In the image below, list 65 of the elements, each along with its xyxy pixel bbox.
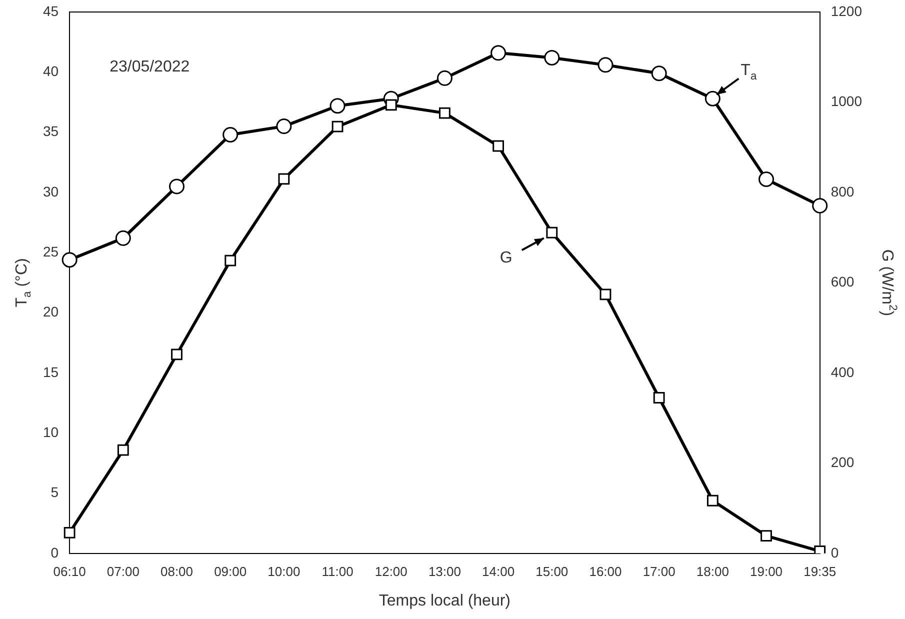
point [439,107,450,119]
point [436,70,452,86]
y-tick-label: 20 [42,304,59,320]
point [169,178,185,194]
point [171,348,182,360]
y-axis-title: Ta (°C) [13,258,34,308]
x-tick-label: 14:00 [482,564,515,579]
y-tick-label: 25 [42,243,59,260]
x-tick-label: 08:00 [160,564,194,579]
point [758,171,774,187]
x-tick-label: 19:00 [750,564,783,579]
point [651,66,667,82]
y2-tick-label: 0 [830,544,839,560]
point [598,57,614,73]
point [224,254,236,266]
point [704,90,720,106]
y2-tick-label: 800 [830,183,854,200]
x-tick-label: 17:00 [642,564,676,579]
x-tick-label: 06:10 [53,564,86,579]
x-tick-label: 07:00 [106,564,140,579]
y2-axis-title: G (W/m2) [878,249,899,316]
x-axis-title: Temps local (heur) [378,592,511,610]
y2-tick-label: 600 [830,274,854,290]
y2-tick-label: 1000 [830,93,862,110]
y-tick-label: 40 [42,63,59,80]
y-tick-label: 15 [42,364,59,380]
point [276,118,292,134]
y-tick-label: 35 [42,123,59,140]
y-tick-label: 10 [42,424,59,440]
x-tick-label: 19:35 [804,564,836,579]
point [760,530,772,542]
y-tick-label: 0 [50,544,59,560]
x-tick-label: 16:00 [589,564,622,579]
point [62,252,78,268]
annotation: G [500,250,512,267]
x-tick-label: 10:00 [268,564,300,579]
point [653,392,665,404]
point [222,126,238,142]
y2-tick-label: 1200 [830,2,862,19]
point [64,526,76,538]
point [546,226,558,238]
y-tick-label: 5 [50,484,59,500]
y2-tick-label: 400 [830,364,854,380]
point [278,173,290,185]
point [492,140,504,152]
point [332,120,344,132]
point [117,444,129,456]
y-tick-label: 45 [42,2,59,19]
point [600,288,612,300]
x-tick-label: 09:00 [214,564,247,579]
x-tick-label: 13:00 [428,564,461,579]
x-tick-label: 18:00 [696,564,729,579]
point [490,45,506,61]
y-tick-label: 30 [42,183,59,200]
point [115,230,131,246]
point [385,99,397,111]
point [706,494,718,506]
x-tick-label: 11:00 [322,564,354,579]
x-tick-label: 15:00 [536,564,568,579]
point [812,198,828,214]
y2-tick-label: 200 [830,454,854,470]
point [544,50,560,66]
x-tick-label: 12:00 [374,564,408,579]
annotation: 23/05/2022 [110,58,190,76]
point [330,98,346,114]
